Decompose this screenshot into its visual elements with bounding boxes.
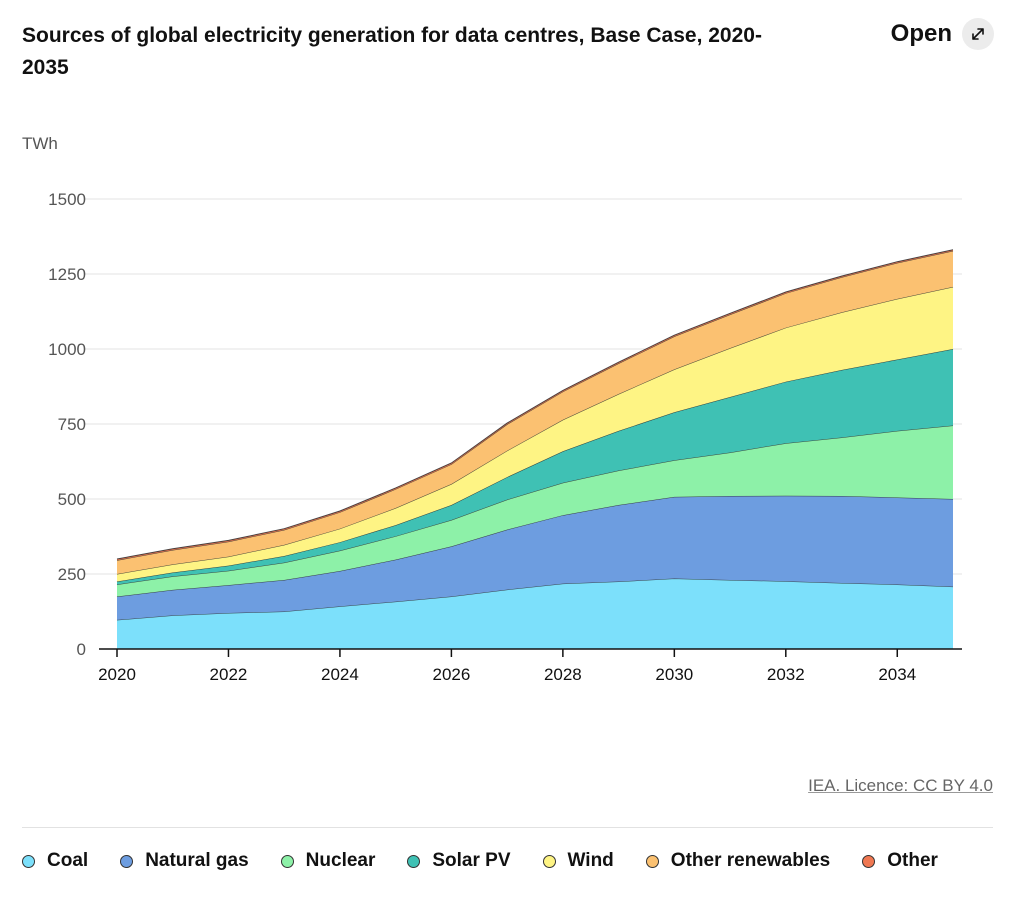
legend-item-nuclear[interactable]: Nuclear <box>280 850 376 872</box>
licence-link[interactable]: IEA. Licence: CC BY 4.0 <box>808 776 993 795</box>
legend-label: Solar PV <box>432 850 511 871</box>
legend-label: Other <box>887 850 938 871</box>
area-wind <box>117 286 953 582</box>
legend-item-solar-pv[interactable]: Solar PV <box>407 850 511 872</box>
x-tick-label: 2022 <box>210 665 248 684</box>
legend-item-natural-gas[interactable]: Natural gas <box>120 850 249 872</box>
legend-swatch <box>120 854 134 868</box>
legend-label: Coal <box>47 850 89 871</box>
series-line-nuclear <box>116 425 954 585</box>
legend-swatch <box>22 854 35 868</box>
open-button[interactable]: Open <box>891 18 994 50</box>
x-tick-label: 2032 <box>767 665 805 684</box>
legend-item-other-renewables[interactable]: Other renewables <box>645 850 831 872</box>
legend-item-coal[interactable]: Coal <box>22 850 88 872</box>
legend-swatch <box>542 854 556 868</box>
x-tick-label: 2024 <box>321 665 359 684</box>
legend-swatch <box>645 854 659 868</box>
area-natural-gas <box>117 495 953 620</box>
legend-swatch <box>280 854 294 868</box>
x-tick-label: 2028 <box>544 665 582 684</box>
y-tick-label: 1000 <box>48 340 86 359</box>
legend-label: Natural gas <box>145 850 249 871</box>
y-tick-label: 1500 <box>48 190 86 209</box>
x-tick-label: 2026 <box>432 665 470 684</box>
stacked-area-chart: 0 250 500 750 1000 1250 1500 2020 2022 2024 2026 20… <box>48 190 962 684</box>
legend-item-wind[interactable]: Wind <box>542 850 614 872</box>
chart-legend: Coal Natural gas Nuclear Solar PV Wind Other … <box>22 850 938 872</box>
legend-item-other[interactable]: Other <box>862 850 938 872</box>
x-tick-label: 2020 <box>98 665 136 684</box>
open-button-label: Open <box>890 20 952 47</box>
x-tick-label: 2034 <box>878 665 916 684</box>
y-axis-unit-label: TWh <box>22 134 58 153</box>
legend-label: Wind <box>567 850 614 871</box>
area-other-renewables <box>117 250 953 574</box>
series-line-other <box>116 249 954 560</box>
legend-swatch <box>862 854 876 868</box>
area-coal <box>117 578 953 649</box>
x-tick-label: 2030 <box>655 665 693 684</box>
y-tick-label: 750 <box>58 415 86 434</box>
y-tick-label: 500 <box>58 490 86 509</box>
expand-arrows-icon <box>962 18 994 50</box>
legend-divider <box>22 827 993 828</box>
legend-label: Other renewables <box>670 850 831 871</box>
y-tick-label: 0 <box>77 640 86 659</box>
y-tick-label: 1250 <box>48 265 86 284</box>
area-solar-pv <box>117 349 953 585</box>
y-tick-label: 250 <box>58 565 86 584</box>
legend-swatch <box>407 854 421 868</box>
legend-label: Nuclear <box>305 850 376 871</box>
chart-title: Sources of global electricity generation… <box>22 24 762 79</box>
